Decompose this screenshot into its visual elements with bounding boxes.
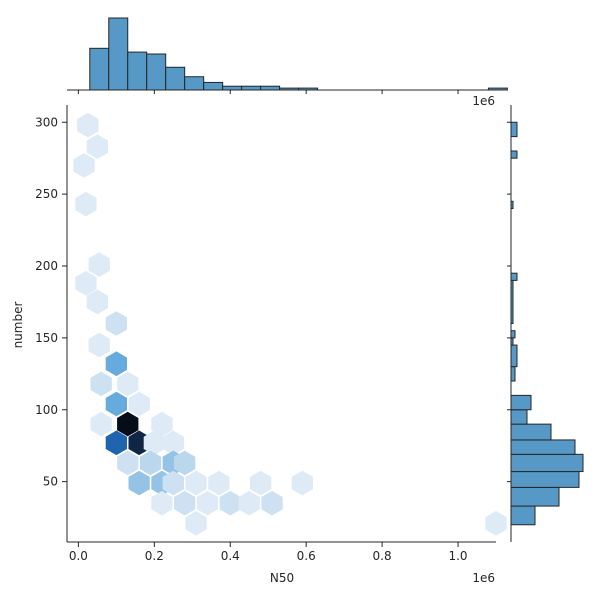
hexbin-cell [77,112,99,138]
marginal-x-bar [184,76,205,91]
x-tick-label: 0.4 [221,549,240,563]
hexbin-cell [151,411,173,437]
hexbin-cell [86,289,108,315]
y-tick-label: 50 [43,475,58,489]
hexbin-cell [291,470,313,496]
hexbin-cell [117,450,139,476]
marginal-y-bar [510,272,518,281]
marginal-y-bar [510,453,584,473]
marginal-x-bar [146,53,167,91]
hexbin-cell [219,490,241,516]
hexbin-cell [162,470,184,496]
marginal-y-bar [510,409,528,425]
hexbin-cell [105,430,127,456]
marginal-y-bar [510,439,576,455]
hexbin-cell [105,351,127,377]
hexbin-cell [90,371,112,397]
marginal-x-bar [260,85,281,91]
x-axis-label: N50 [270,571,294,585]
marginal-x-histogram [67,17,508,94]
marginal-y-bar [510,344,518,368]
hexbin-cell [174,450,196,476]
hexbin-cell [151,490,173,516]
hexbin-cell [75,191,97,217]
x-tick-label: 1.0 [448,549,467,563]
hexbin-layer [73,112,507,536]
hexbin-cell [105,311,127,336]
y-tick-label: 200 [35,259,58,273]
marginal-x-bar [127,51,148,91]
marginal-y-bar [510,505,536,526]
marginal-x-bar [203,81,224,91]
x-tick-label: 0.8 [373,549,392,563]
marginal-y-bar [510,486,560,507]
hexbin-cell [174,490,196,516]
hexbin-cell [86,134,108,159]
hexbin-cell [238,490,260,516]
marginal-x-bar [89,47,110,91]
hexbin-cell [117,371,139,397]
hexbin-cell [105,391,127,417]
hexbin-cell [128,391,150,417]
hexbin-cell [75,270,97,296]
y-tick-label: 100 [35,403,58,417]
hexbin-cell [139,450,162,476]
marginal-y-bar [510,150,518,159]
x-tick-label: 0.0 [69,549,88,563]
hexbin-cell [250,470,272,496]
y-axis-label: number [11,302,25,349]
hexbin-cell [162,430,184,456]
marginal-x-bar [108,17,129,91]
x-tick-label: 0.2 [145,549,164,563]
hexbin-cell [73,153,95,178]
marginal-y-bar [510,423,552,441]
marginal-x-offset-label: 1e6 [472,94,495,108]
marginal-x-bar [165,66,186,91]
hexbin-cell [128,470,150,496]
axes: 0.0 0.2 0.4 0.6 0.8 1.0 50 100 150 200 250 300 [35,105,496,563]
hexbin-cell [208,470,230,496]
marginal-y-histogram [507,105,584,542]
hexbin-cell [88,252,110,277]
hexbin-cell [185,470,207,496]
hexbin-cell [117,411,139,437]
y-tick-label: 150 [35,331,58,345]
marginal-x-bar [487,87,508,91]
hexbin-cell [185,511,207,536]
hexbin-cell [196,490,219,516]
hexbin-cell [88,332,110,358]
marginal-y-bar [510,394,532,411]
y-tick-label: 250 [35,187,58,201]
x-tick-label: 0.6 [297,549,316,563]
hexbin-cell [261,490,283,516]
marginal-y-bar [510,121,518,138]
y-tick-label: 300 [35,115,58,129]
hexbin-cell [143,430,165,456]
marginal-x-bar [241,85,262,91]
marginal-y-bar [510,330,516,339]
x-axis-offset-label: 1e6 [472,571,495,585]
marginal-y-bar [510,366,516,382]
hexbin-cell [485,511,507,536]
marginal-x-bar [222,85,243,91]
hexbin-cell [90,411,112,437]
marginal-y-bar [510,471,580,488]
